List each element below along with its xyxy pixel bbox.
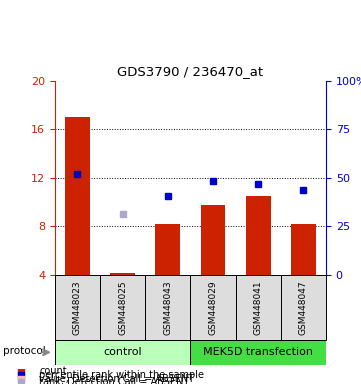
Text: MEK5D transfection: MEK5D transfection (203, 347, 313, 358)
Title: GDS3790 / 236470_at: GDS3790 / 236470_at (117, 65, 264, 78)
Bar (55, 275, 100, 340)
Bar (281, 275, 326, 340)
Bar (291, 223, 316, 275)
Bar (100, 275, 145, 340)
Bar (65, 117, 90, 275)
Text: GSM448043: GSM448043 (163, 280, 172, 334)
Bar (155, 223, 180, 275)
Bar (145, 275, 191, 340)
Text: count: count (39, 366, 67, 376)
Text: percentile rank within the sample: percentile rank within the sample (39, 370, 204, 380)
Text: GSM448029: GSM448029 (209, 280, 218, 334)
Bar (246, 196, 271, 275)
Text: GSM448047: GSM448047 (299, 280, 308, 334)
Text: GSM448025: GSM448025 (118, 280, 127, 334)
Bar (201, 205, 226, 275)
Text: GSM448041: GSM448041 (254, 280, 263, 334)
Bar (191, 340, 326, 365)
Bar (191, 275, 236, 340)
Text: protocol: protocol (3, 346, 45, 356)
Text: value, Detection Call = ABSENT: value, Detection Call = ABSENT (39, 374, 194, 384)
Bar (55, 340, 191, 365)
Text: control: control (103, 347, 142, 358)
Bar (110, 273, 135, 275)
Text: rank, Detection Call = ABSENT: rank, Detection Call = ABSENT (39, 377, 189, 384)
Text: GSM448023: GSM448023 (73, 280, 82, 334)
Bar (236, 275, 281, 340)
